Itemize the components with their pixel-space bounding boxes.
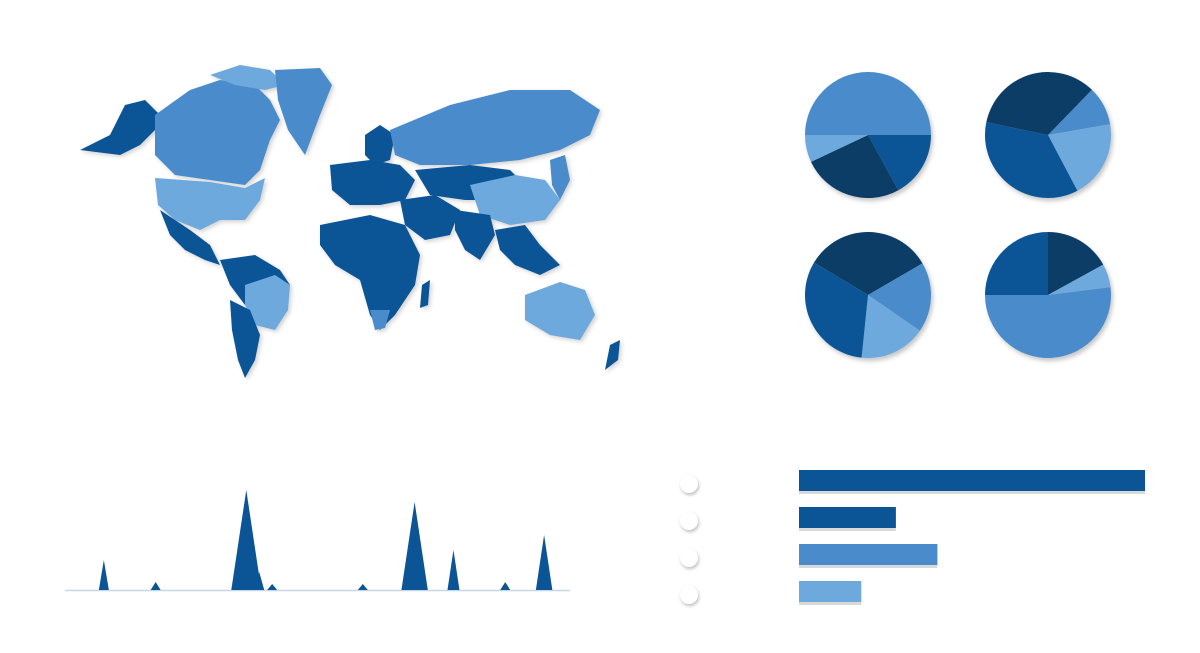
pie-2-slice-3 (985, 122, 1078, 199)
bar-rect-1 (799, 470, 1145, 491)
bar-rect-3 (799, 544, 938, 565)
bar-rect-4 (799, 581, 862, 602)
pie-charts (795, 65, 1125, 365)
map-region-canada (155, 80, 280, 185)
map-region-china (470, 175, 560, 225)
pie-4-slice-2 (1048, 264, 1111, 295)
horizontal-bar-chart-svg (799, 470, 1145, 605)
option-markers-svg (680, 475, 698, 604)
option-marker-4[interactable] (680, 586, 698, 604)
pie-charts-svg (805, 72, 1111, 358)
map-region-usa (155, 178, 265, 230)
map-region-india (455, 210, 495, 260)
pie-chart-3 (805, 232, 931, 358)
option-marker-2[interactable] (680, 512, 698, 530)
map-region-europe (330, 160, 415, 205)
map-region-russia (390, 90, 600, 165)
pie-4-slice-3 (985, 287, 1111, 358)
pie-3-slice-3 (861, 295, 920, 358)
pie-chart-4 (985, 232, 1111, 358)
bar-2 (799, 507, 896, 531)
option-marker-3[interactable] (680, 549, 698, 567)
area-chart-spike-24 (357, 584, 368, 590)
map-region-southeast-asia (495, 225, 560, 275)
map-region-greenland (275, 68, 332, 155)
map-region-japan (550, 155, 570, 200)
pie-3-slice-2 (868, 263, 931, 331)
pie-2-slice-1 (1048, 89, 1111, 135)
pie-2-slice-4 (986, 72, 1092, 135)
map-region-southern-africa (370, 310, 390, 330)
world-map-svg (80, 65, 620, 378)
map-region-new-zealand (605, 340, 620, 370)
map-region-south-america-south (230, 300, 260, 378)
area-chart-spike-17 (267, 584, 278, 590)
spike-area-chart-svg (65, 490, 570, 592)
bar-rect-2 (799, 507, 896, 528)
pie-chart-2 (985, 72, 1111, 199)
world-map (70, 60, 650, 390)
area-chart-spike-35 (500, 582, 511, 590)
horizontal-bar-chart (795, 465, 1155, 610)
spike-area-chart (60, 480, 575, 600)
option-marker-1[interactable] (680, 475, 698, 493)
pie-1-slice-4 (805, 135, 868, 162)
area-chart-spike-31 (447, 550, 460, 590)
pie-1-slice-3 (810, 135, 899, 198)
area-chart-spike-16 (254, 572, 265, 590)
map-region-canada-islands (210, 65, 285, 90)
map-region-madagascar (420, 280, 430, 308)
map-region-alaska (80, 100, 160, 155)
pie-1-slice-2 (868, 135, 931, 191)
pie-3-slice-4 (805, 262, 868, 358)
pie-4-slice-1 (1048, 232, 1104, 295)
bar-3 (799, 544, 938, 568)
bar-1 (799, 470, 1145, 494)
bar-4 (799, 581, 862, 605)
map-region-brazil (245, 275, 290, 330)
map-region-scandinavia (365, 125, 395, 165)
area-chart-spike-15 (231, 490, 262, 590)
pie-2-slice-2 (1048, 124, 1111, 191)
option-markers (675, 470, 715, 610)
pie-3-slice-1 (814, 232, 923, 295)
area-chart-spike-38 (535, 535, 553, 590)
pie-4-slice-4 (985, 232, 1048, 295)
map-region-africa (320, 215, 420, 330)
map-region-australia (525, 282, 595, 340)
area-chart-spike-8 (150, 582, 161, 590)
pie-chart-1 (805, 72, 931, 198)
area-chart-spike-4 (98, 560, 109, 590)
map-region-mexico (160, 210, 220, 265)
map-region-middle-east (400, 195, 460, 240)
pie-1-slice-1 (805, 72, 931, 135)
area-chart-spike-28 (401, 502, 428, 590)
